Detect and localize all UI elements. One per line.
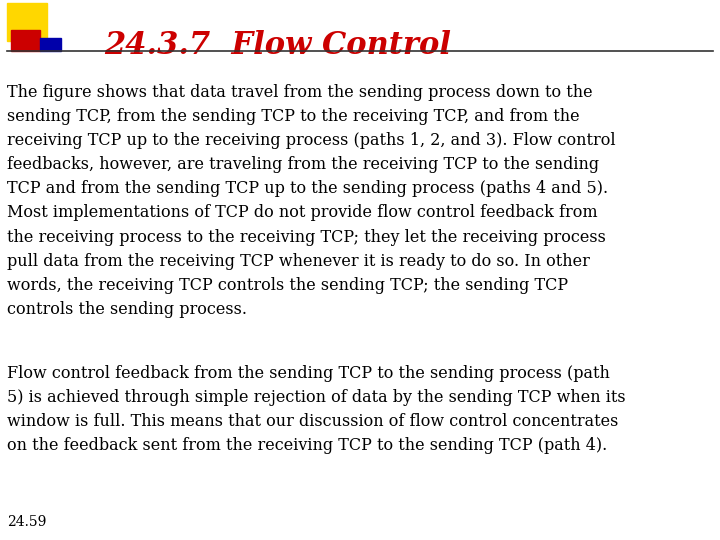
Text: Flow control feedback from the sending TCP to the sending process (path
5) is ac: Flow control feedback from the sending T… xyxy=(7,364,626,454)
Bar xyxy=(40,38,61,51)
Bar xyxy=(11,30,40,51)
Bar xyxy=(7,3,47,40)
Text: 24.3.7  Flow Control: 24.3.7 Flow Control xyxy=(104,30,451,60)
Text: 24.59: 24.59 xyxy=(7,515,47,529)
Text: The figure shows that data travel from the sending process down to the
sending T: The figure shows that data travel from t… xyxy=(7,84,616,318)
